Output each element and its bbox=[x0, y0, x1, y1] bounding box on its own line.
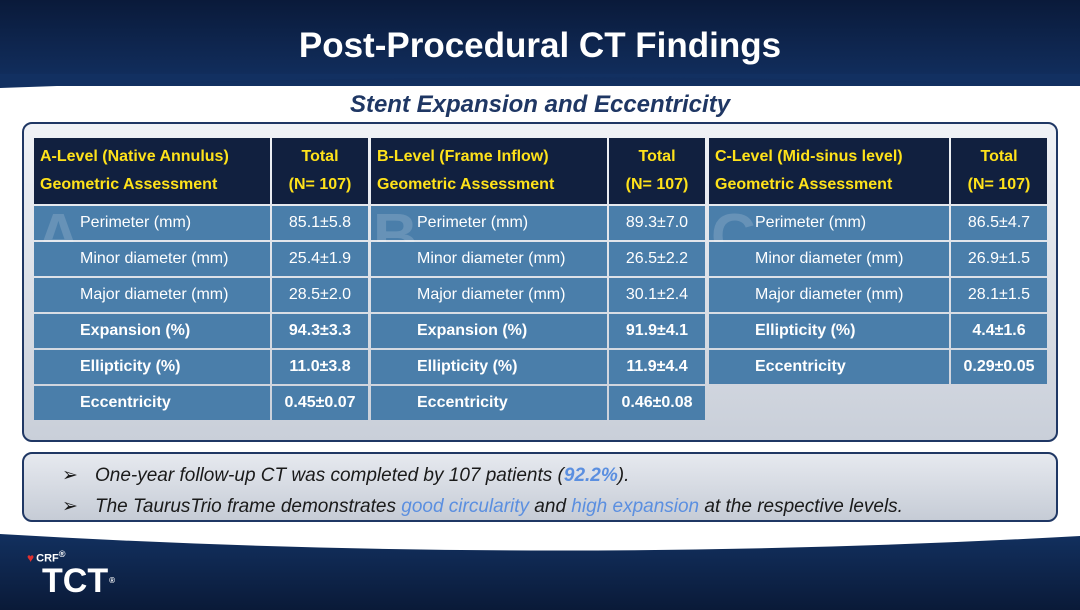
table-row: Expansion (%) 94.3±3.3 bbox=[34, 314, 368, 348]
row-value: 0.46±0.08 bbox=[609, 386, 705, 420]
table-row: A Perimeter (mm) 85.1±5.8 bbox=[34, 206, 368, 268]
table-header-row: A-Level (Native Annulus) Geometric Asses… bbox=[34, 138, 368, 204]
table-header-total: Total (N= 107) bbox=[272, 138, 368, 204]
table-row: Ellipticity (%) 11.9±4.4 bbox=[371, 350, 705, 384]
row-value: 86.5±4.7 bbox=[951, 206, 1047, 240]
arrow-right-icon: ➢ bbox=[62, 496, 78, 517]
row-value: 89.3±7.0 bbox=[609, 206, 705, 240]
row-label: Expansion (%) bbox=[371, 314, 607, 348]
crf-logo: ♥ CRF® bbox=[27, 549, 66, 565]
row-value: 30.1±2.4 bbox=[609, 278, 705, 312]
row-value: 0.45±0.07 bbox=[272, 386, 368, 420]
row-value: 94.3±3.3 bbox=[272, 314, 368, 348]
row-value: 26.9±1.5 bbox=[951, 242, 1047, 276]
row-label: Minor diameter (mm) bbox=[34, 242, 270, 276]
row-value: 11.9±4.4 bbox=[609, 350, 705, 384]
table-header-total: Total (N= 107) bbox=[951, 138, 1047, 204]
row-label: Eccentricity bbox=[709, 350, 949, 384]
row-label: Minor diameter (mm) bbox=[709, 242, 949, 276]
note-circularity: ➢ The TaurusTrio frame demonstrates good … bbox=[62, 496, 903, 517]
row-value: 25.4±1.9 bbox=[272, 242, 368, 276]
row-label: Major diameter (mm) bbox=[371, 278, 607, 312]
row-value: 28.5±2.0 bbox=[272, 278, 368, 312]
table-row: Minor diameter (mm) 26.5±2.2 bbox=[371, 242, 705, 276]
row-label: Ellipticity (%) bbox=[371, 350, 607, 384]
table-row: Major diameter (mm) 30.1±2.4 bbox=[371, 278, 705, 312]
tables-panel: A-Level (Native Annulus) Geometric Asses… bbox=[22, 122, 1058, 442]
table-row: Ellipticity (%) 4.4±1.6 bbox=[709, 314, 1047, 348]
table-header-label: A-Level (Native Annulus) Geometric Asses… bbox=[34, 138, 270, 204]
tct-logo: TCT® bbox=[42, 562, 115, 600]
row-label: Ellipticity (%) bbox=[34, 350, 270, 384]
title-bar-curve bbox=[0, 74, 1080, 88]
table-c-level: C-Level (Mid-sinus level) Geometric Asse… bbox=[707, 136, 1049, 386]
table-row: Ellipticity (%) 11.0±3.8 bbox=[34, 350, 368, 384]
row-label: Major diameter (mm) bbox=[709, 278, 949, 312]
table-a-level: A-Level (Native Annulus) Geometric Asses… bbox=[32, 136, 370, 422]
table-row: C Perimeter (mm) 86.5±4.7 bbox=[709, 206, 1047, 268]
row-label: Eccentricity bbox=[371, 386, 607, 420]
heart-icon: ♥ bbox=[27, 550, 35, 565]
table-header-total: Total (N= 107) bbox=[609, 138, 705, 204]
table-b-level: B-Level (Frame Inflow) Geometric Assessm… bbox=[369, 136, 707, 422]
table-row: Major diameter (mm) 28.5±2.0 bbox=[34, 278, 368, 312]
table-row: Minor diameter (mm) 26.9±1.5 bbox=[709, 242, 1047, 276]
table-header-label: B-Level (Frame Inflow) Geometric Assessm… bbox=[371, 138, 607, 204]
highlight-circularity: good circularity bbox=[401, 496, 530, 517]
table-row: Expansion (%) 91.9±4.1 bbox=[371, 314, 705, 348]
row-value: 91.9±4.1 bbox=[609, 314, 705, 348]
row-label: A Perimeter (mm) bbox=[34, 206, 270, 268]
slide-title: Post-Procedural CT Findings bbox=[298, 26, 782, 65]
table-row: Eccentricity 0.46±0.08 bbox=[371, 386, 705, 420]
highlight-expansion: high expansion bbox=[571, 496, 700, 517]
table-header-row: C-Level (Mid-sinus level) Geometric Asse… bbox=[709, 138, 1047, 204]
footer-wave bbox=[0, 534, 1080, 610]
table-row: Minor diameter (mm) 25.4±1.9 bbox=[34, 242, 368, 276]
highlight-percent: 92.2% bbox=[563, 465, 618, 486]
title-bar bbox=[0, 0, 1080, 86]
row-value: 26.5±2.2 bbox=[609, 242, 705, 276]
row-label: C Perimeter (mm) bbox=[709, 206, 949, 268]
arrow-right-icon: ➢ bbox=[62, 465, 78, 486]
table-row: Eccentricity 0.29±0.05 bbox=[709, 350, 1047, 384]
row-label: Ellipticity (%) bbox=[709, 314, 949, 348]
row-label: Expansion (%) bbox=[34, 314, 270, 348]
row-label: Eccentricity bbox=[34, 386, 270, 420]
table-header-row: B-Level (Frame Inflow) Geometric Assessm… bbox=[371, 138, 705, 204]
table-header-label: C-Level (Mid-sinus level) Geometric Asse… bbox=[709, 138, 949, 204]
table-row: B Perimeter (mm) 89.3±7.0 bbox=[371, 206, 705, 268]
notes-box: ➢ One-year follow-up CT was completed by … bbox=[22, 452, 1058, 522]
row-value: 4.4±1.6 bbox=[951, 314, 1047, 348]
note-followup: ➢ One-year follow-up CT was completed by … bbox=[62, 465, 630, 486]
row-label: Minor diameter (mm) bbox=[371, 242, 607, 276]
row-label: B Perimeter (mm) bbox=[371, 206, 607, 268]
row-label: Major diameter (mm) bbox=[34, 278, 270, 312]
table-row: Eccentricity 0.45±0.07 bbox=[34, 386, 368, 420]
row-value: 11.0±3.8 bbox=[272, 350, 368, 384]
table-row: Major diameter (mm) 28.1±1.5 bbox=[709, 278, 1047, 312]
slide-subtitle: Stent Expansion and Eccentricity bbox=[349, 91, 731, 118]
row-value: 0.29±0.05 bbox=[951, 350, 1047, 384]
row-value: 28.1±1.5 bbox=[951, 278, 1047, 312]
row-value: 85.1±5.8 bbox=[272, 206, 368, 240]
